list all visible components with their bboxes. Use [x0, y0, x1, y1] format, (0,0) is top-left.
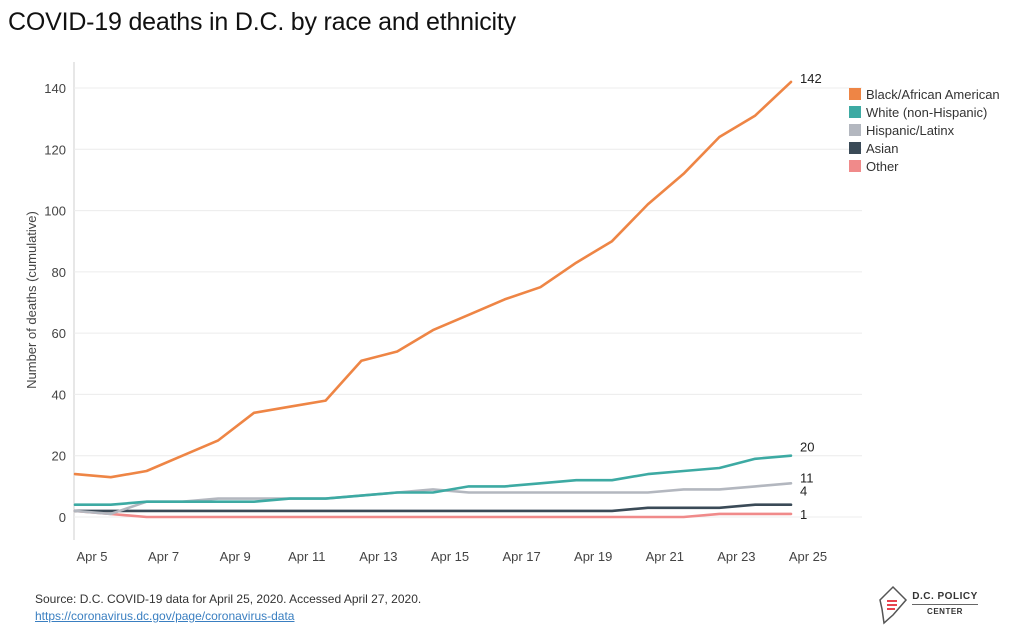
y-tick-label: 20: [52, 449, 66, 464]
logo-subname: CENTER: [912, 604, 978, 616]
end-value-label: 1: [800, 507, 807, 522]
series-line-hispanic-latinx: [73, 481, 793, 516]
y-tick-label: 40: [52, 387, 66, 402]
chart-title: COVID-19 deaths in D.C. by race and ethn…: [8, 8, 516, 36]
y-axis-label: Number of deaths (cumulative): [24, 211, 39, 389]
x-tick-label: Apr 5: [76, 549, 107, 564]
x-tick-label: Apr 23: [717, 549, 755, 564]
legend-swatch: [849, 106, 861, 118]
legend-label: Other: [866, 159, 899, 174]
logo-text: D.C. POLICY CENTER: [912, 591, 978, 616]
dc-map-icon: [879, 585, 908, 625]
x-tick-label: Apr 17: [502, 549, 540, 564]
x-tick-label: Apr 15: [431, 549, 469, 564]
x-tick-label: Apr 7: [148, 549, 179, 564]
end-value-label: 11: [800, 470, 814, 485]
series-line-other: [73, 509, 793, 519]
y-tick-label: 0: [59, 510, 66, 525]
end-value-label: 20: [800, 440, 814, 455]
x-tick-label: Apr 25: [789, 549, 827, 564]
series-line-black-african-american: [73, 80, 793, 479]
legend-swatch: [849, 124, 861, 136]
y-tick-label: 80: [52, 265, 66, 280]
legend-label: Asian: [866, 141, 899, 156]
logo-name: D.C. POLICY: [912, 591, 978, 602]
y-tick-label: 100: [44, 204, 66, 219]
x-tick-label: Apr 21: [646, 549, 684, 564]
legend-swatch: [849, 88, 861, 100]
series-line-white-non-hispanic-: [73, 454, 793, 507]
end-value-label: 142: [800, 71, 822, 86]
legend-label: Black/African American: [866, 87, 1000, 102]
x-tick-label: Apr 11: [288, 549, 325, 564]
source-link[interactable]: https://coronavirus.dc.gov/page/coronavi…: [35, 609, 295, 623]
y-tick-label: 60: [52, 326, 66, 341]
legend-label: Hispanic/Latinx: [866, 123, 955, 138]
x-tick-label: Apr 13: [359, 549, 397, 564]
legend-label: White (non-Hispanic): [866, 105, 987, 120]
series-line-asian: [73, 503, 793, 513]
x-tick-label: Apr 19: [574, 549, 612, 564]
x-tick-label: Apr 9: [220, 549, 251, 564]
end-value-label: 4: [800, 484, 807, 499]
source-text: Source: D.C. COVID-19 data for April 25,…: [35, 592, 422, 606]
legend-swatch: [849, 160, 861, 172]
y-tick-label: 120: [44, 142, 66, 157]
source-note: Source: D.C. COVID-19 data for April 25,…: [35, 591, 421, 625]
dc-policy-center-logo: D.C. POLICY CENTER: [876, 583, 996, 627]
y-tick-label: 140: [44, 81, 66, 96]
legend-swatch: [849, 142, 861, 154]
